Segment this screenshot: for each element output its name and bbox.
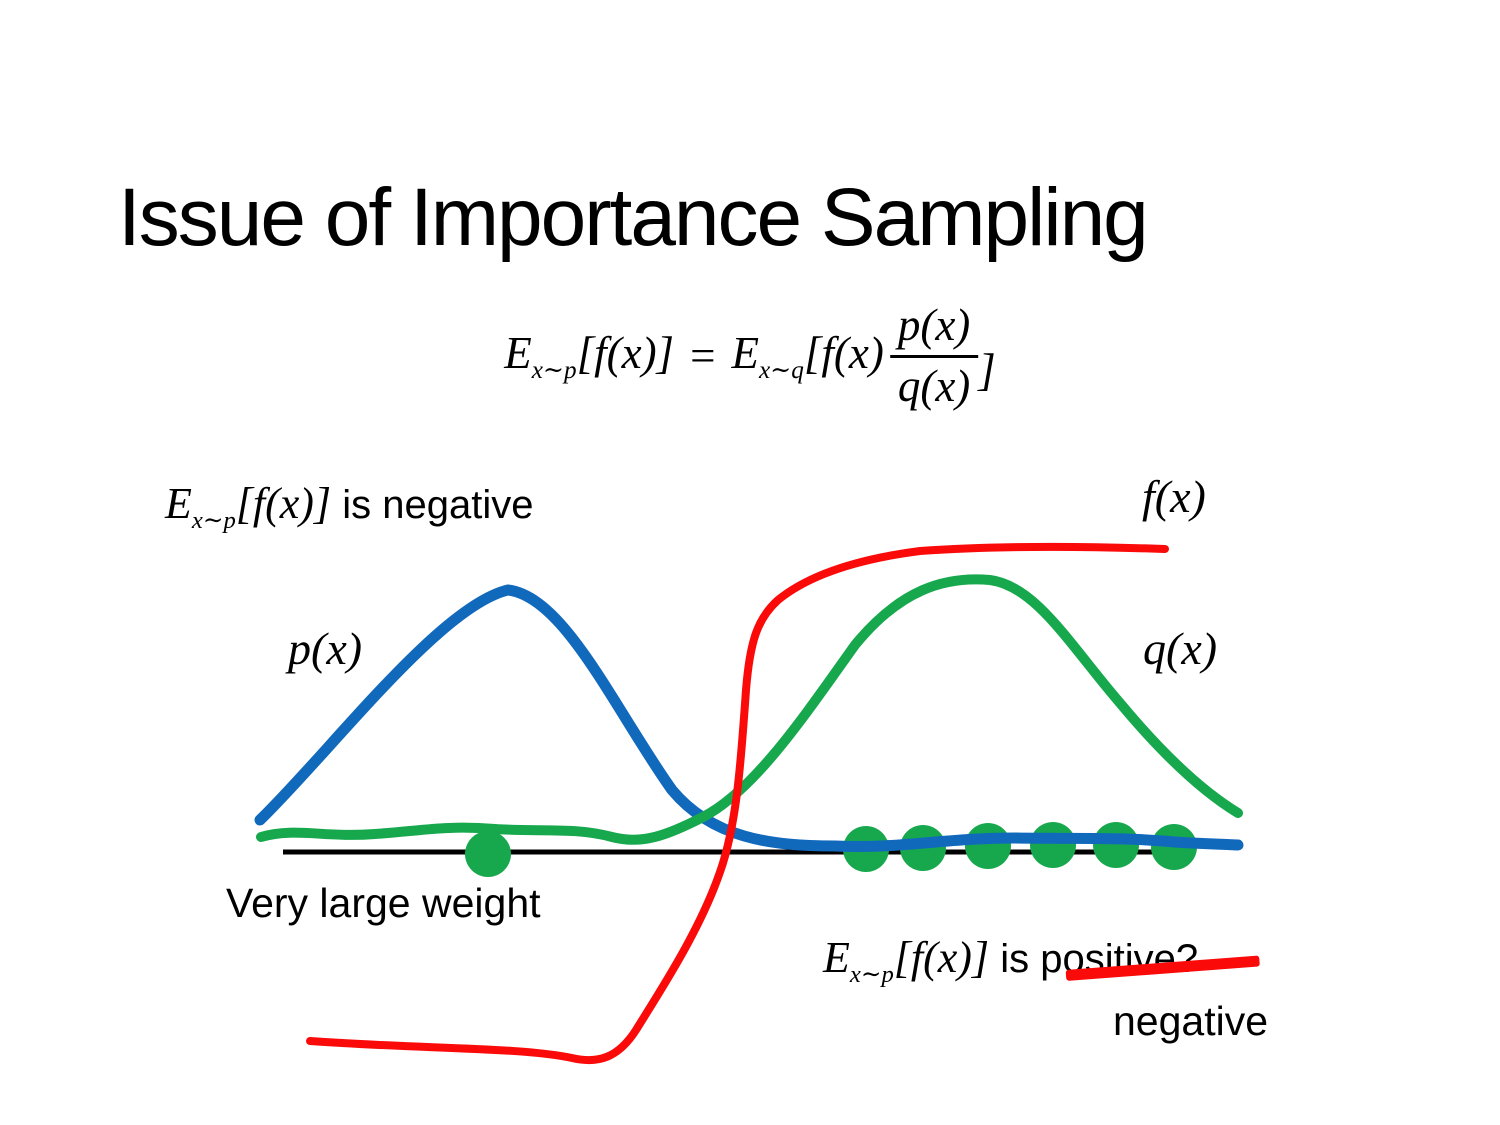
- equation-lhs: Ex∼p[f(x)]: [504, 327, 674, 385]
- sample-dot: [465, 831, 511, 877]
- f-curve-label: f(x): [1142, 471, 1206, 522]
- q-curve-label: q(x): [1143, 623, 1218, 674]
- sample-dot: [965, 823, 1011, 869]
- closing-bracket: ]: [978, 345, 996, 396]
- sample-dot: [1151, 824, 1197, 870]
- importance-weight-fraction: p(x) q(x): [889, 300, 979, 413]
- left-note-math: Ex∼p[f(x)]: [165, 479, 332, 534]
- sample-dot: [843, 826, 889, 872]
- fraction-numerator: p(x): [889, 300, 979, 358]
- expectation-subscript: x∼p: [531, 357, 577, 385]
- p-distribution-curve: [254, 584, 1244, 853]
- lhs-function: [f(x)]: [576, 328, 675, 379]
- bottom-expectation-note: Ex∼p[f(x)] is positive?: [823, 932, 1198, 989]
- q-distribution-curve: [256, 574, 1243, 845]
- left-note-text: is negative: [342, 483, 534, 527]
- bottom-note-math: Ex∼p[f(x)]: [823, 933, 990, 988]
- left-expectation-note: Ex∼p[f(x)] is negative: [165, 478, 533, 535]
- sample-dot: [900, 825, 946, 871]
- bottom-note-text: is: [1000, 937, 1030, 981]
- equals-sign: =: [690, 331, 716, 382]
- equation-rhs: Ex∼q[f(x): [731, 327, 883, 385]
- sample-dots: [465, 822, 1197, 877]
- rhs-function: [f(x): [803, 328, 884, 379]
- expectation-symbol: E: [731, 328, 759, 379]
- p-curve-label: p(x): [288, 623, 363, 674]
- expectation-symbol: E: [504, 328, 532, 379]
- fraction-denominator: q(x): [897, 360, 971, 411]
- sample-dot: [1030, 822, 1076, 868]
- slide-title: Issue of Importance Sampling: [118, 171, 1149, 263]
- sample-dot: [1093, 822, 1139, 868]
- very-large-weight-note: Very large weight: [226, 880, 541, 926]
- expectation-subscript: x∼q: [758, 357, 804, 385]
- corrected-word: negative: [1113, 998, 1269, 1044]
- importance-sampling-equation: Ex∼p[f(x)] = Ex∼q[f(x) p(x) q(x) ]: [504, 300, 996, 413]
